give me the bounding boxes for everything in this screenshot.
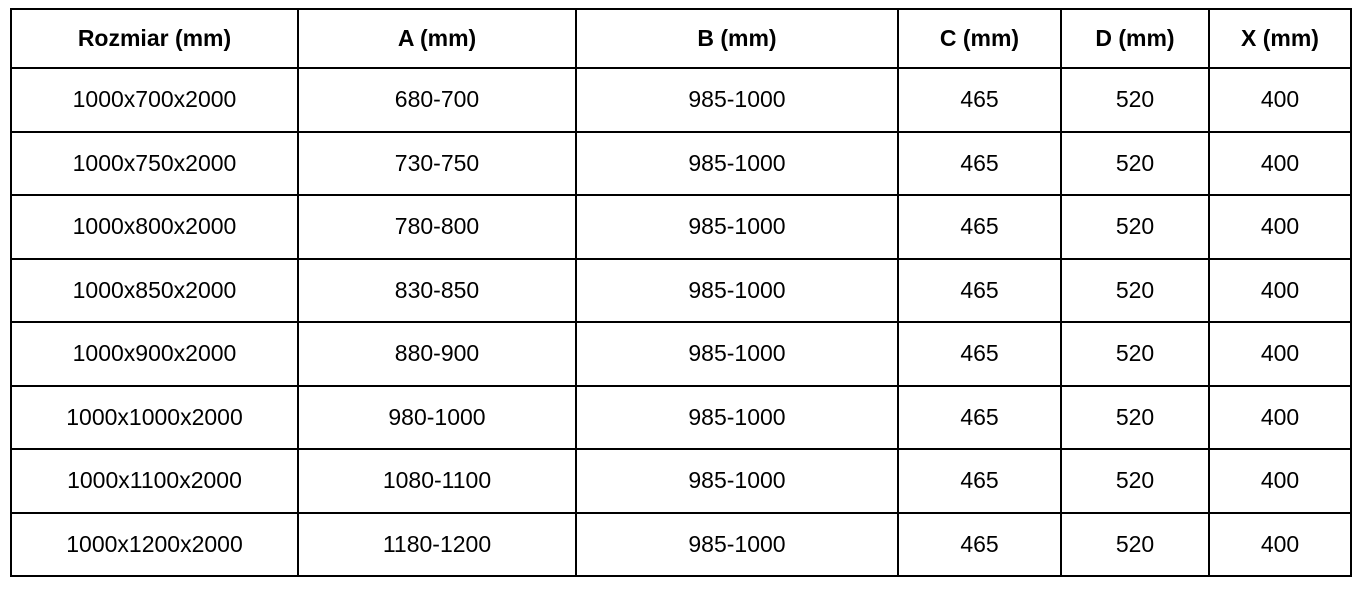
table-row: 1000x900x2000 880-900 985-1000 465 520 4… bbox=[10, 321, 1352, 387]
cell-b: 985-1000 bbox=[575, 130, 899, 196]
cell-c: 465 bbox=[897, 257, 1062, 323]
header-rozmiar: Rozmiar (mm) bbox=[10, 8, 299, 69]
cell-rozmiar: 1000x800x2000 bbox=[10, 194, 299, 260]
header-d: D (mm) bbox=[1060, 8, 1210, 69]
cell-x: 400 bbox=[1208, 321, 1352, 387]
cell-x: 400 bbox=[1208, 257, 1352, 323]
table-body: 1000x700x2000 680-700 985-1000 465 520 4… bbox=[10, 67, 1352, 577]
cell-rozmiar: 1000x700x2000 bbox=[10, 67, 299, 133]
cell-d: 520 bbox=[1060, 448, 1210, 514]
cell-b: 985-1000 bbox=[575, 384, 899, 450]
cell-a: 680-700 bbox=[297, 67, 577, 133]
cell-x: 400 bbox=[1208, 67, 1352, 133]
table-row: 1000x1000x2000 980-1000 985-1000 465 520… bbox=[10, 384, 1352, 450]
cell-a: 780-800 bbox=[297, 194, 577, 260]
table-row: 1000x800x2000 780-800 985-1000 465 520 4… bbox=[10, 194, 1352, 260]
cell-a: 730-750 bbox=[297, 130, 577, 196]
cell-c: 465 bbox=[897, 511, 1062, 577]
cell-rozmiar: 1000x900x2000 bbox=[10, 321, 299, 387]
cell-c: 465 bbox=[897, 448, 1062, 514]
cell-d: 520 bbox=[1060, 67, 1210, 133]
cell-rozmiar: 1000x750x2000 bbox=[10, 130, 299, 196]
cell-b: 985-1000 bbox=[575, 67, 899, 133]
cell-rozmiar: 1000x1200x2000 bbox=[10, 511, 299, 577]
table-header-row: Rozmiar (mm) A (mm) B (mm) C (mm) D (mm)… bbox=[10, 8, 1352, 69]
cell-d: 520 bbox=[1060, 321, 1210, 387]
dimension-table: Rozmiar (mm) A (mm) B (mm) C (mm) D (mm)… bbox=[10, 8, 1352, 577]
cell-d: 520 bbox=[1060, 257, 1210, 323]
cell-d: 520 bbox=[1060, 130, 1210, 196]
header-c: C (mm) bbox=[897, 8, 1062, 69]
cell-x: 400 bbox=[1208, 448, 1352, 514]
cell-a: 1180-1200 bbox=[297, 511, 577, 577]
cell-a: 1080-1100 bbox=[297, 448, 577, 514]
cell-c: 465 bbox=[897, 321, 1062, 387]
cell-rozmiar: 1000x850x2000 bbox=[10, 257, 299, 323]
cell-c: 465 bbox=[897, 384, 1062, 450]
cell-c: 465 bbox=[897, 67, 1062, 133]
table-row: 1000x850x2000 830-850 985-1000 465 520 4… bbox=[10, 257, 1352, 323]
cell-d: 520 bbox=[1060, 384, 1210, 450]
header-b: B (mm) bbox=[575, 8, 899, 69]
cell-a: 980-1000 bbox=[297, 384, 577, 450]
cell-b: 985-1000 bbox=[575, 321, 899, 387]
cell-x: 400 bbox=[1208, 384, 1352, 450]
table-row: 1000x1100x2000 1080-1100 985-1000 465 52… bbox=[10, 448, 1352, 514]
cell-x: 400 bbox=[1208, 130, 1352, 196]
table-row: 1000x1200x2000 1180-1200 985-1000 465 52… bbox=[10, 511, 1352, 577]
cell-rozmiar: 1000x1100x2000 bbox=[10, 448, 299, 514]
cell-b: 985-1000 bbox=[575, 257, 899, 323]
table-row: 1000x750x2000 730-750 985-1000 465 520 4… bbox=[10, 130, 1352, 196]
cell-b: 985-1000 bbox=[575, 194, 899, 260]
header-a: A (mm) bbox=[297, 8, 577, 69]
cell-x: 400 bbox=[1208, 511, 1352, 577]
header-x: X (mm) bbox=[1208, 8, 1352, 69]
cell-rozmiar: 1000x1000x2000 bbox=[10, 384, 299, 450]
cell-b: 985-1000 bbox=[575, 511, 899, 577]
cell-c: 465 bbox=[897, 130, 1062, 196]
cell-b: 985-1000 bbox=[575, 448, 899, 514]
cell-d: 520 bbox=[1060, 511, 1210, 577]
cell-c: 465 bbox=[897, 194, 1062, 260]
table-row: 1000x700x2000 680-700 985-1000 465 520 4… bbox=[10, 67, 1352, 133]
cell-a: 830-850 bbox=[297, 257, 577, 323]
cell-a: 880-900 bbox=[297, 321, 577, 387]
cell-x: 400 bbox=[1208, 194, 1352, 260]
cell-d: 520 bbox=[1060, 194, 1210, 260]
